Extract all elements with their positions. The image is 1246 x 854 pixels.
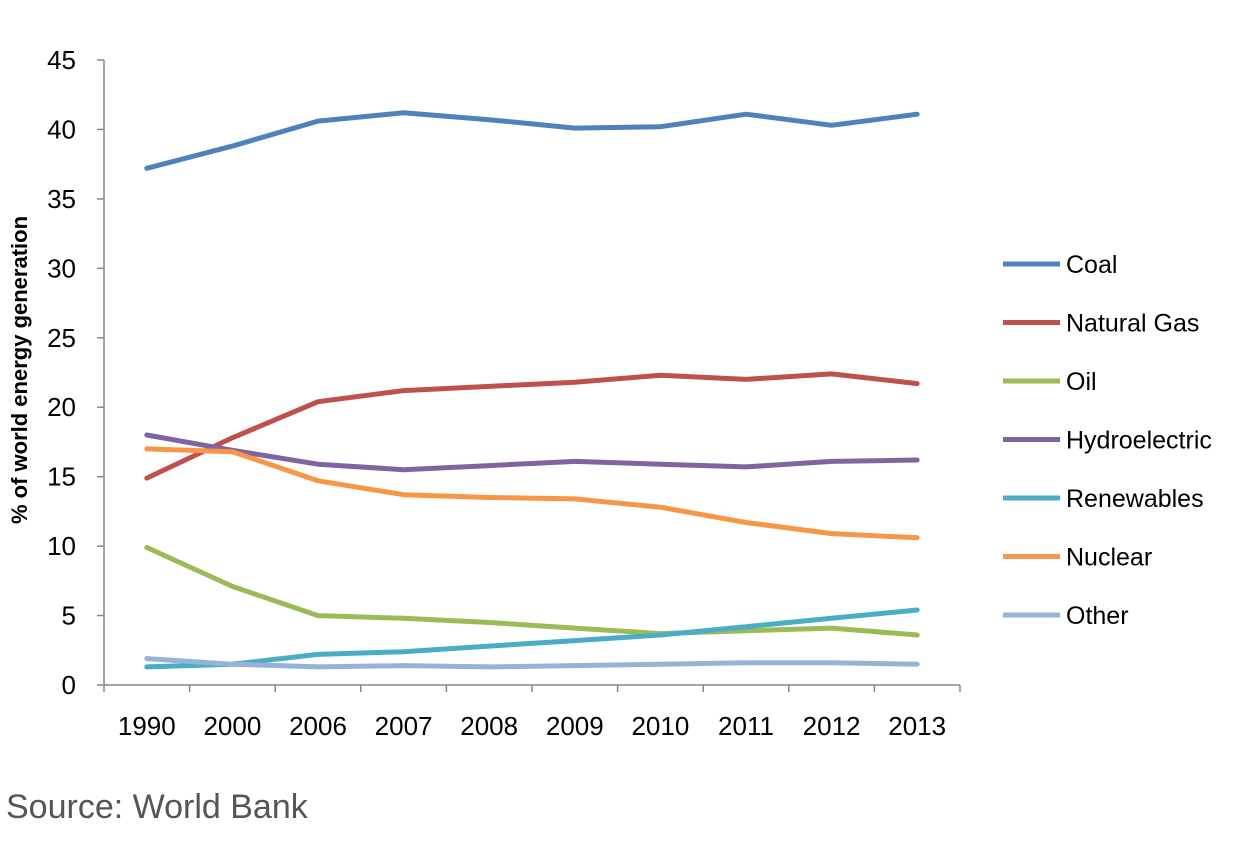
y-tick-label: 30 [47,253,76,283]
series-line-nuclear [144,446,920,541]
x-tick-label: 2000 [203,711,261,741]
x-tick-label: 2013 [888,711,946,741]
legend-label-other: Other [1066,602,1129,630]
x-tick-label: 2008 [460,711,518,741]
series-line-hydroelectric [144,432,920,473]
y-tick-label: 20 [47,392,76,422]
series-line-natural-gas [144,371,920,481]
y-tick-label: 5 [62,601,76,631]
chart-axes [97,59,961,692]
x-tick-label: 2012 [803,711,861,741]
x-tick-label: 2006 [289,711,347,741]
y-axis-title: % of world energy generation [7,216,32,524]
y-tick-label: 40 [47,114,76,144]
series-line-other [144,656,920,670]
x-tick-label: 2009 [546,711,604,741]
legend-label-oil: Oil [1066,368,1097,396]
series-line-renewables [144,607,920,670]
legend-label-coal: Coal [1066,251,1117,279]
source-note: Source: World Bank [6,788,308,826]
legend-label-nuclear: Nuclear [1066,544,1152,572]
x-tick-label: 2007 [375,711,433,741]
legend-label-natural-gas: Natural Gas [1066,310,1199,338]
y-tick-label: 15 [47,462,76,492]
legend: Coal Natural Gas Oil Hydroelectric Renewable… [1003,251,1212,630]
y-tick-label: 35 [47,184,76,214]
series-line-coal [144,110,920,171]
y-tick-label: 45 [47,45,76,75]
legend-label-renewables: Renewables [1066,485,1204,513]
x-tick-label: 2010 [631,711,689,741]
y-tick-labels: 0 5 10 15 20 25 30 35 40 45 [47,45,76,700]
x-tick-label: 2011 [718,711,774,741]
y-tick-label: 10 [47,531,76,561]
y-tick-label: 0 [62,670,76,700]
legend-label-hydroelectric: Hydroelectric [1066,427,1212,455]
series-lines [144,110,920,670]
series-line-oil [144,545,920,638]
x-tick-label: 1990 [118,711,176,741]
y-tick-label: 25 [47,323,76,353]
x-tick-labels: 1990 2000 2006 2007 2008 2009 2010 2011 2012 2013 [118,711,946,741]
